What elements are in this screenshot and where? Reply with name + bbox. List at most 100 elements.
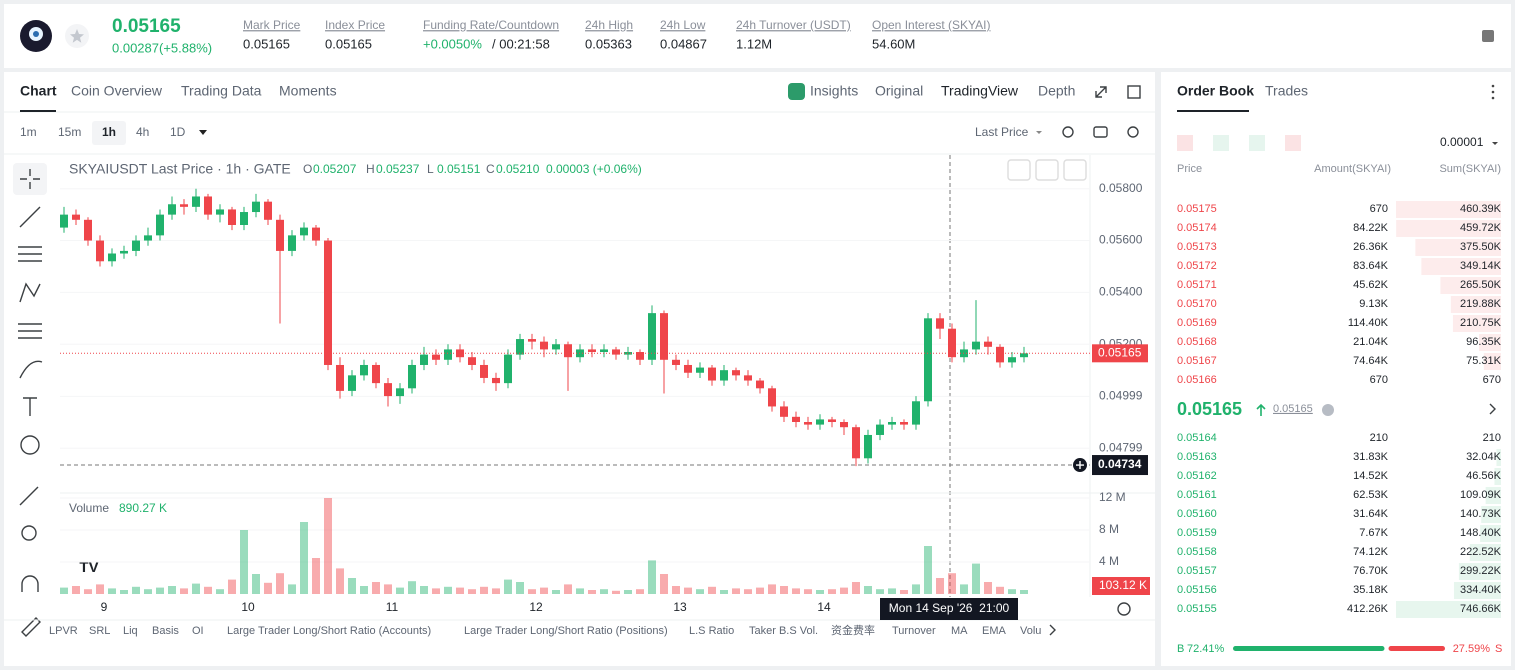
volume-bar [492, 588, 500, 594]
candle-body [804, 422, 812, 425]
view-tab[interactable]: Depth [1038, 83, 1075, 99]
mid-more[interactable] [1489, 403, 1496, 415]
volume-bar [372, 582, 380, 594]
volume-bar [132, 586, 140, 594]
view-tab[interactable]: Original [875, 83, 923, 99]
indicator[interactable]: OI [192, 625, 204, 637]
text-tool[interactable] [23, 397, 37, 416]
tv-logo: TV [79, 559, 98, 576]
candle-body [72, 214, 80, 220]
depth-bar [1483, 353, 1501, 370]
camera-icon[interactable] [1093, 126, 1108, 138]
lines-tool[interactable] [18, 246, 42, 262]
indicator[interactable]: Turnover [892, 625, 936, 637]
indicator[interactable]: Large Trader Long/Short Ratio (Accounts) [227, 625, 431, 637]
chart-settings-icon[interactable] [1117, 602, 1131, 616]
brush-tool[interactable] [19, 360, 43, 379]
price-type[interactable]: Last Price [975, 125, 1029, 139]
candle-body [60, 214, 68, 228]
menu-dot[interactable] [1491, 84, 1495, 88]
tab[interactable]: Moments [279, 83, 337, 99]
ob-amount: 62.53K [1353, 489, 1389, 501]
pencil-tool[interactable] [21, 617, 41, 637]
chart-btn-down[interactable] [1007, 159, 1031, 181]
ob-price: 0.05170 [1177, 298, 1217, 310]
fib-tool[interactable] [18, 323, 42, 339]
ob-view-both[interactable] [1177, 135, 1193, 151]
emoji-tool[interactable] [20, 435, 40, 455]
interval[interactable]: 1m [20, 125, 37, 139]
candle-body [996, 346, 1004, 363]
tab[interactable]: Trading Data [181, 83, 262, 99]
indicator[interactable]: EMA [982, 625, 1007, 637]
legend-key: O [303, 162, 312, 176]
view-tab[interactable]: TradingView [941, 83, 1019, 99]
magnet-tool[interactable] [21, 575, 39, 592]
volume-bar [948, 573, 956, 594]
candle-body [180, 204, 188, 207]
ob-price: 0.05168 [1177, 336, 1217, 348]
ob-tab[interactable]: Trades [1265, 83, 1308, 99]
indicator[interactable]: LPVR [49, 625, 78, 637]
ruler-tool[interactable] [19, 486, 39, 506]
insights-icon[interactable] [788, 83, 805, 100]
x-tick-label: 12 [529, 600, 543, 614]
layout-icon[interactable] [1127, 85, 1141, 99]
tab[interactable]: Coin Overview [71, 83, 163, 99]
indicator[interactable]: Liq [123, 625, 138, 637]
volume-bar [576, 588, 584, 594]
indicator-next[interactable] [1049, 624, 1056, 636]
tool-selected-bg [13, 163, 47, 195]
interval[interactable]: 4h [136, 125, 149, 139]
legend-key: L [427, 162, 434, 176]
crosshair-tool[interactable] [20, 169, 40, 189]
tab[interactable]: Chart [20, 83, 57, 99]
ob-view-asks[interactable] [1249, 135, 1265, 151]
depth-bar [1458, 563, 1501, 580]
header-icon[interactable] [1482, 30, 1494, 42]
interval[interactable]: 1h [102, 125, 116, 139]
volume-bar [348, 578, 356, 594]
indicator[interactable]: 资金费率 [831, 623, 875, 637]
precision[interactable]: 0.00001 [1440, 135, 1484, 149]
indicator[interactable]: SRL [89, 625, 110, 637]
depth-bar [1450, 296, 1501, 313]
candle-body [204, 196, 212, 215]
indicator[interactable]: Volu [1020, 625, 1041, 637]
chart-btn-collapse[interactable] [1035, 159, 1059, 181]
candle-body [828, 419, 836, 423]
volume-bar [156, 587, 164, 594]
candle-body [984, 341, 992, 347]
interval[interactable]: 15m [58, 125, 81, 139]
indicator[interactable]: Taker B.S Vol. [749, 625, 818, 637]
volume-bar [888, 588, 896, 594]
search-icon[interactable] [1062, 126, 1074, 138]
view-tab[interactable]: Insights [810, 83, 858, 99]
ob-price: 0.05174 [1177, 222, 1217, 234]
indicator[interactable]: Large Trader Long/Short Ratio (Positions… [464, 625, 668, 637]
indicator[interactable]: Basis [152, 625, 179, 637]
trendline-tool[interactable] [19, 206, 41, 228]
indicator[interactable]: L.S Ratio [689, 625, 734, 637]
candle-body [240, 212, 248, 225]
interval[interactable]: 1D [170, 125, 186, 139]
price-type-dropdown[interactable] [1036, 131, 1042, 134]
precision-dropdown[interactable] [1492, 142, 1498, 145]
ob-view-alt[interactable] [1285, 135, 1301, 151]
ob-amount: 84.22K [1353, 222, 1389, 234]
interval-dropdown[interactable] [199, 130, 207, 135]
menu-dot[interactable] [1491, 96, 1495, 100]
pattern-tool[interactable] [19, 282, 41, 303]
settings-icon[interactable] [1127, 126, 1139, 138]
indicator[interactable]: MA [951, 625, 968, 637]
menu-dot[interactable] [1491, 90, 1495, 94]
chart-btn-fit[interactable] [1063, 159, 1087, 181]
ob-view-bids[interactable] [1213, 135, 1229, 151]
volume-bar [444, 586, 452, 594]
expand-icon[interactable] [1095, 86, 1107, 98]
ob-tab[interactable]: Order Book [1177, 83, 1254, 99]
candle-body [1020, 353, 1028, 358]
volume-bar [672, 586, 680, 594]
zoom-tool[interactable] [21, 525, 37, 541]
depth-bar [1480, 525, 1501, 542]
